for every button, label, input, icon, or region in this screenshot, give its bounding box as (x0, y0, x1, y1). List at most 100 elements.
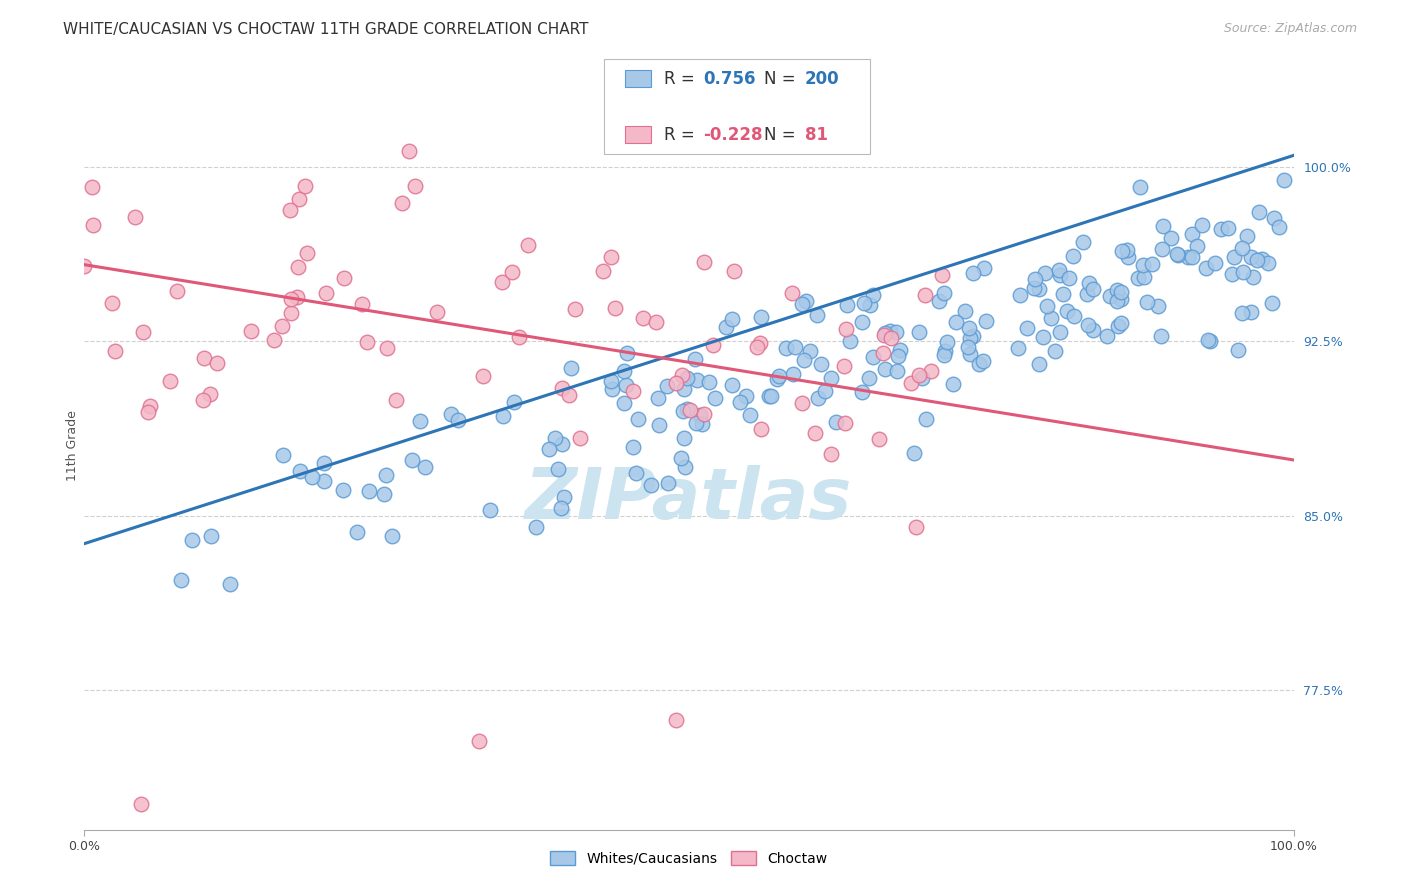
Point (644, 315, 666, 329)
Point (657, 476, 679, 491)
Point (270, 319, 292, 334)
Point (492, 409, 515, 424)
Point (1081, 282, 1104, 296)
Point (239, 324, 262, 338)
Point (404, 179, 426, 194)
Point (886, 364, 908, 378)
Point (1140, 257, 1163, 271)
Point (1251, 252, 1274, 266)
Point (1040, 311, 1063, 326)
Point (479, 503, 502, 517)
Point (440, 407, 463, 421)
Point (1150, 329, 1173, 343)
Point (673, 432, 696, 446)
Point (1095, 329, 1118, 343)
Point (631, 310, 654, 325)
Point (749, 310, 772, 324)
Point (673, 460, 696, 475)
Legend: Whites/Caucasians, Choctaw: Whites/Caucasians, Choctaw (543, 844, 835, 872)
Point (672, 404, 695, 418)
Point (375, 467, 398, 482)
Point (1035, 266, 1057, 280)
Point (626, 466, 648, 480)
Point (931, 268, 953, 282)
Point (613, 364, 636, 378)
Point (1078, 276, 1101, 290)
Point (735, 389, 758, 403)
Point (1177, 250, 1199, 264)
Point (973, 261, 995, 276)
Point (218, 577, 240, 591)
Point (693, 255, 716, 269)
Text: 200: 200 (806, 70, 839, 87)
Point (962, 266, 984, 280)
Point (972, 354, 994, 368)
Point (832, 359, 855, 373)
Point (603, 301, 626, 315)
Point (1071, 235, 1094, 250)
Point (166, 284, 188, 298)
Point (665, 714, 688, 728)
Text: N =: N = (763, 70, 801, 87)
Point (884, 325, 907, 339)
Point (170, 573, 193, 587)
Point (911, 371, 934, 385)
Point (807, 391, 830, 405)
Point (862, 288, 884, 302)
Point (942, 376, 965, 391)
Point (332, 483, 354, 497)
Point (1216, 220, 1239, 235)
Point (1126, 270, 1149, 285)
Point (782, 367, 804, 381)
Text: R =: R = (664, 126, 700, 144)
Point (945, 315, 967, 329)
Point (1099, 289, 1122, 303)
Point (765, 372, 787, 386)
Point (124, 210, 146, 224)
Point (1107, 318, 1129, 333)
Point (491, 275, 513, 289)
Point (1185, 238, 1208, 252)
Point (132, 325, 155, 339)
Point (1116, 251, 1139, 265)
Point (834, 416, 856, 430)
Point (287, 260, 309, 274)
Text: Source: ZipAtlas.com: Source: ZipAtlas.com (1223, 22, 1357, 36)
Point (804, 425, 827, 440)
Point (1195, 261, 1218, 276)
Point (82, 218, 104, 232)
Point (352, 296, 374, 310)
Point (599, 250, 621, 264)
Point (758, 389, 780, 403)
Point (508, 330, 530, 344)
Point (1032, 330, 1054, 344)
Point (312, 474, 335, 488)
Text: 0.756: 0.756 (703, 70, 756, 87)
Point (721, 378, 744, 392)
Point (288, 192, 311, 206)
Point (1181, 227, 1204, 241)
Point (686, 373, 709, 387)
Point (905, 520, 928, 534)
Point (524, 519, 547, 533)
Point (1135, 295, 1157, 310)
Point (104, 344, 127, 359)
Point (690, 417, 713, 431)
Point (873, 362, 896, 376)
Point (928, 294, 950, 309)
Point (409, 414, 432, 428)
Point (1191, 218, 1213, 232)
Point (627, 412, 650, 426)
Point (879, 324, 901, 338)
Point (689, 409, 711, 423)
Point (934, 348, 956, 362)
Point (1232, 265, 1254, 279)
Point (73, 259, 96, 273)
Point (745, 340, 768, 354)
Point (312, 456, 335, 470)
Point (839, 334, 862, 349)
Point (1052, 287, 1074, 301)
Point (675, 370, 697, 384)
Point (1015, 320, 1038, 334)
Point (862, 351, 884, 365)
